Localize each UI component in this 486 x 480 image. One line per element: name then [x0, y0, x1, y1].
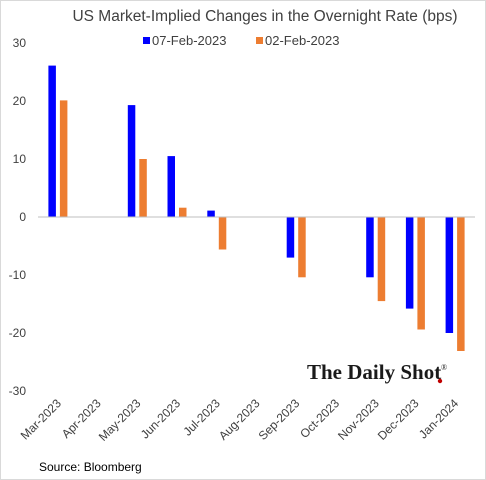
x-tick-label: Jun-2023: [138, 396, 184, 442]
x-tick-label: Nov-2023: [335, 396, 382, 443]
bar-series-1: [405, 217, 414, 309]
legend-label-series-1: 07-Feb-2023: [152, 33, 226, 48]
bars: [48, 65, 465, 351]
bar-series-1: [445, 217, 454, 333]
y-axis: -30 -20 -10 0 10 20 30: [9, 36, 27, 398]
source-note: Source: Bloomberg: [39, 460, 142, 474]
y-tick-label: 30: [13, 36, 27, 50]
watermark-red-dot-icon: [437, 378, 443, 384]
bar-series-2: [139, 159, 147, 217]
bar-series-1: [366, 217, 374, 278]
x-tick-label: Dec-2023: [375, 396, 422, 443]
watermark-text: The Daily Shot: [307, 360, 441, 384]
daily-shot-watermark: The Daily Shot ®: [307, 360, 447, 384]
x-tick-label: Sep-2023: [256, 396, 303, 443]
legend-swatch-series-2: [256, 37, 263, 44]
legend: 07-Feb-2023 02-Feb-2023: [143, 33, 339, 48]
bar-series-2: [218, 217, 227, 250]
watermark-registered-mark: ®: [441, 363, 447, 372]
bar-series-2: [417, 217, 425, 330]
legend-label-series-2: 02-Feb-2023: [265, 33, 339, 48]
bar-series-1: [207, 210, 215, 217]
x-tick-label: Aug-2023: [216, 396, 263, 443]
legend-swatch-series-1: [143, 37, 150, 44]
bar-series-1: [48, 65, 56, 217]
y-tick-label: 10: [13, 152, 27, 166]
bar-series-2: [179, 207, 187, 217]
chart-title: US Market-Implied Changes in the Overnig…: [72, 8, 457, 25]
bar-series-2: [59, 100, 68, 217]
x-tick-label: May-2023: [96, 396, 144, 444]
x-tick-label: Jan-2024: [416, 396, 462, 442]
y-tick-label: 20: [13, 94, 27, 108]
y-tick-label: -10: [9, 268, 27, 282]
bar-series-1: [286, 217, 295, 258]
y-tick-label: -30: [9, 384, 27, 398]
bar-series-1: [127, 105, 136, 217]
y-tick-label: -20: [9, 326, 27, 340]
bar-series-1: [167, 156, 175, 217]
bar-series-2: [298, 217, 306, 278]
bar-series-2: [457, 217, 465, 351]
y-tick-label: 0: [19, 210, 26, 224]
bar-series-2: [377, 217, 386, 302]
x-tick-label: Mar-2023: [18, 396, 64, 442]
